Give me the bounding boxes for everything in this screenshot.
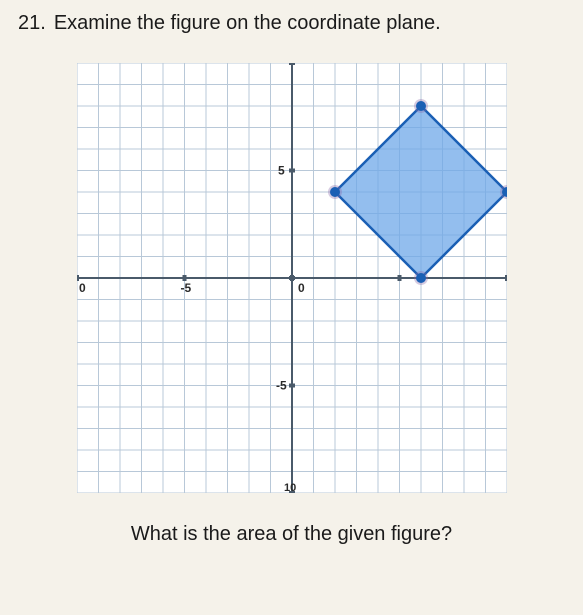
svg-text:0: 0: [298, 281, 305, 295]
svg-text:5: 5: [278, 164, 285, 178]
svg-text:-5: -5: [180, 281, 191, 295]
svg-text:0: 0: [79, 281, 86, 295]
coordinate-plane: 0 5 -5 -5 0 10: [77, 63, 507, 493]
svg-text:-5: -5: [276, 379, 287, 393]
svg-text:10: 10: [284, 482, 296, 493]
question-heading: 21. Examine the figure on the coordinate…: [18, 12, 565, 35]
question-prompt: Examine the figure on the coordinate pla…: [54, 12, 565, 35]
coordinate-plane-container: 0 5 -5 -5 0 10: [77, 63, 507, 493]
question-followup: What is the area of the given figure?: [18, 523, 565, 546]
question-number: 21.: [18, 12, 46, 35]
